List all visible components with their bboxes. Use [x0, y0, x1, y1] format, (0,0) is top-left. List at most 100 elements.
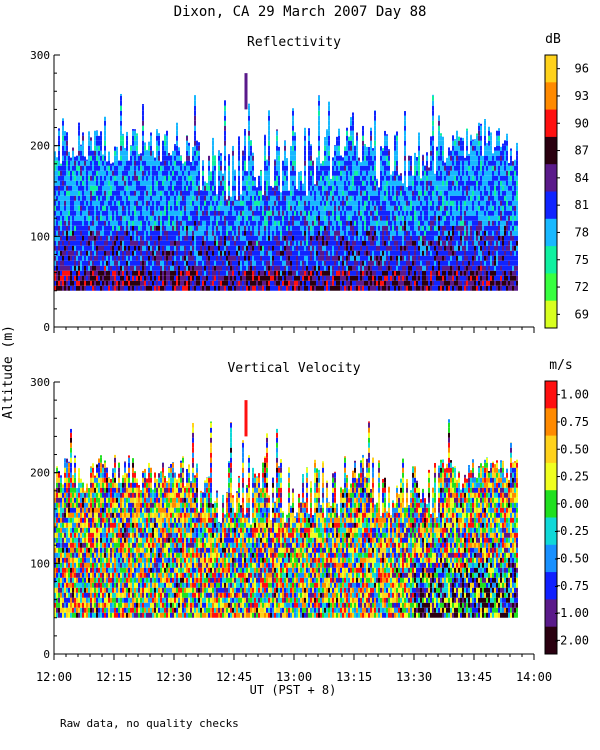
field-cell [318, 190, 320, 196]
field-cell [170, 230, 172, 236]
field-cell [182, 185, 184, 191]
field-cell [358, 180, 360, 186]
field-cell [310, 285, 312, 291]
field-cell [258, 280, 260, 286]
field-cell [344, 205, 346, 211]
field-cell [266, 245, 268, 251]
field-cell [226, 280, 228, 286]
field-cell [310, 245, 312, 251]
field-cell [96, 175, 98, 181]
field-cell [340, 285, 342, 291]
field-cell [80, 245, 82, 251]
field-cell [216, 260, 218, 266]
field-cell [334, 180, 336, 186]
field-cell [136, 225, 138, 231]
field-cell [132, 265, 134, 271]
field-cell [304, 145, 306, 151]
field-cell [178, 260, 180, 266]
field-cell [316, 195, 318, 201]
field-cell [310, 175, 312, 181]
field-cell [142, 260, 144, 266]
field-cell [346, 160, 348, 166]
field-cell [116, 175, 118, 181]
field-cell [252, 285, 254, 291]
field-cell [150, 155, 152, 161]
field-cell [218, 270, 220, 276]
field-cell [338, 185, 340, 191]
field-cell [68, 195, 70, 201]
field-cell [212, 155, 214, 161]
field-cell [310, 144, 312, 146]
field-cell [132, 230, 134, 236]
field-cell [196, 280, 198, 286]
field-cell [334, 275, 336, 281]
field-cell [100, 150, 102, 156]
field-cell [372, 150, 374, 156]
field-cell [338, 165, 340, 171]
field-cell [92, 215, 94, 221]
field-cell [282, 200, 284, 206]
field-cell [270, 240, 272, 246]
field-cell [74, 275, 76, 281]
field-cell [208, 225, 210, 231]
field-cell [186, 185, 188, 191]
field-cell [214, 200, 216, 206]
field-cell [228, 285, 230, 291]
field-cell [124, 170, 126, 176]
field-cell [150, 285, 152, 291]
field-cell [82, 180, 84, 186]
field-cell [354, 225, 356, 231]
field-cell [382, 148, 384, 151]
field-cell [232, 275, 234, 281]
field-cell [308, 165, 310, 171]
field-cell [84, 280, 86, 286]
field-cell [188, 205, 190, 211]
field-cell [328, 245, 330, 251]
field-cell [60, 215, 62, 221]
field-cell [340, 180, 342, 186]
field-cell [110, 175, 112, 181]
field-cell [318, 145, 320, 151]
field-cell [296, 220, 298, 226]
field-cell [254, 270, 256, 276]
field-cell [188, 250, 190, 256]
field-cell [106, 180, 108, 186]
field-cell [166, 275, 168, 281]
field-cell [148, 245, 150, 251]
field-cell [194, 225, 196, 231]
field-cell [296, 280, 298, 286]
field-cell [370, 140, 372, 146]
field-cell [310, 195, 312, 201]
field-cell [302, 195, 304, 201]
field-cell [386, 285, 388, 291]
field-cell [336, 136, 338, 141]
field-cell [270, 220, 272, 226]
field-cell [76, 155, 78, 161]
field-cell [150, 140, 152, 146]
field-cell [184, 230, 186, 236]
field-cell [120, 225, 122, 231]
field-cell [290, 180, 292, 186]
field-cell [384, 230, 386, 236]
field-cell [130, 260, 132, 266]
field-cell [66, 132, 68, 136]
field-cell [212, 140, 214, 146]
field-cell [130, 145, 132, 151]
field-cell [66, 210, 68, 216]
field-cell [160, 250, 162, 256]
field-cell [260, 230, 262, 236]
field-cell [184, 225, 186, 231]
field-cell [144, 230, 146, 236]
field-cell [176, 255, 178, 261]
field-cell [158, 285, 160, 291]
field-cell [132, 250, 134, 256]
field-cell [104, 230, 106, 236]
field-cell [128, 195, 130, 201]
field-cell [142, 190, 144, 196]
field-cell [354, 180, 356, 186]
field-cell [192, 265, 194, 271]
field-cell [254, 185, 256, 191]
field-cell [88, 160, 90, 166]
field-cell [400, 275, 402, 281]
field-cell [120, 93, 122, 96]
